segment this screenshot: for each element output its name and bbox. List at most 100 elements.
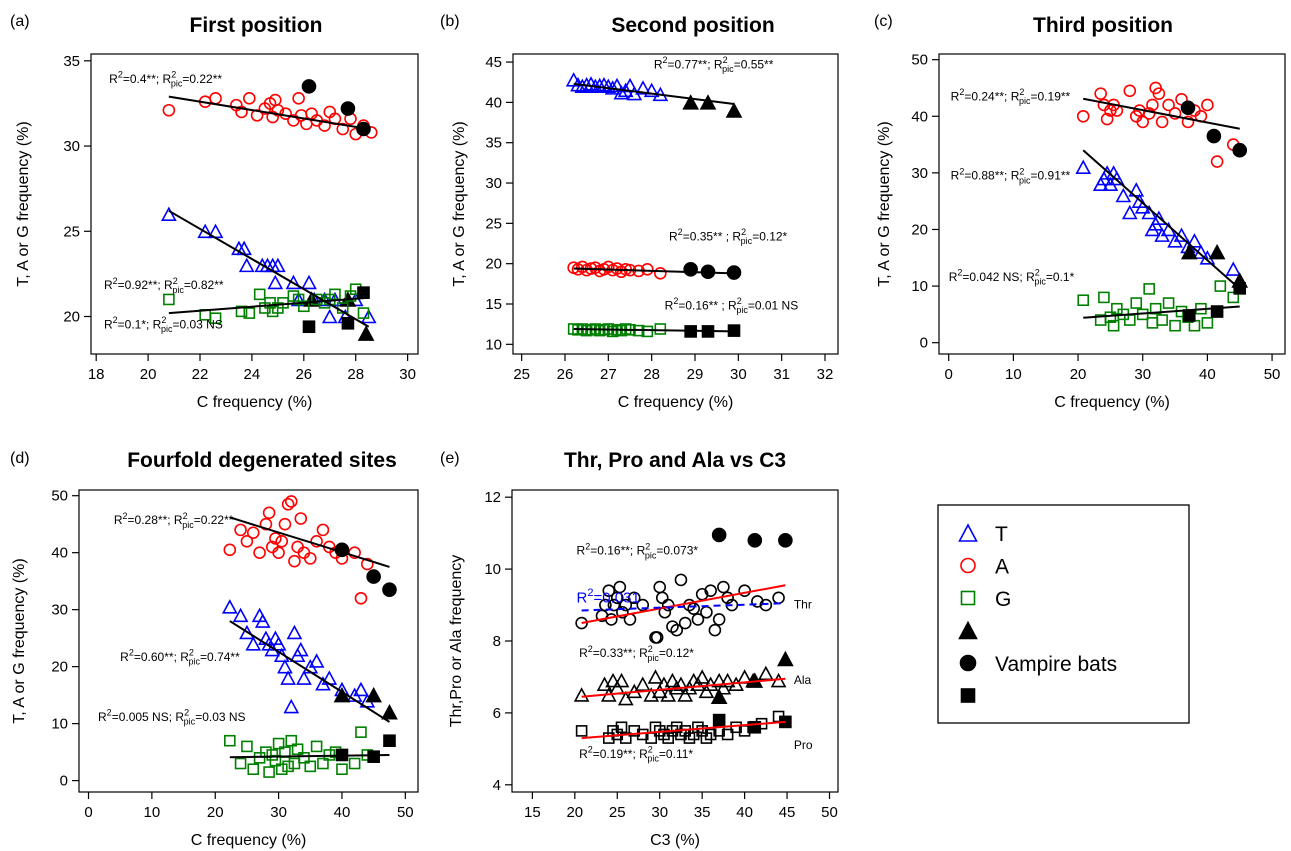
data-point [605, 672, 621, 688]
x-tick-label: 50 [1264, 366, 1281, 383]
series-triangle_filled [333, 686, 398, 720]
data-point [269, 532, 282, 545]
data-point [1181, 115, 1195, 129]
data-point [259, 517, 273, 531]
data-point [355, 726, 367, 738]
x-axis-label: C frequency (%) [191, 832, 307, 849]
y-tick-label: 30 [51, 602, 68, 619]
data-point [1180, 100, 1196, 116]
data-point [600, 78, 617, 94]
x-tick-label: 25 [609, 804, 626, 821]
data-point [246, 526, 260, 540]
y-tick-label: 10 [51, 716, 68, 733]
data-point [245, 636, 262, 651]
x-tick-label: 24 [244, 366, 261, 383]
data-point [1162, 297, 1175, 309]
x-tick-label: 45 [779, 804, 796, 821]
data-point [1104, 311, 1117, 324]
x-tick-label: 50 [397, 804, 414, 821]
y-tick-label: 20 [63, 309, 80, 326]
y-tick-label: 20 [51, 659, 68, 676]
x-tick-label: 0 [945, 366, 953, 383]
x-tick-label: 18 [88, 366, 105, 383]
data-point [1076, 109, 1090, 123]
x-tick-label: 10 [144, 804, 161, 821]
data-point [267, 274, 284, 290]
data-point [317, 757, 329, 770]
data-point [1201, 317, 1214, 329]
data-point [318, 119, 331, 132]
data-point [303, 552, 317, 565]
data-point [670, 623, 683, 637]
series-circle_filled [711, 527, 793, 548]
data-point [1180, 243, 1198, 260]
data-point [162, 103, 176, 117]
data-point [234, 757, 247, 770]
data-point [711, 672, 727, 688]
data-point [282, 760, 294, 773]
data-point [1143, 283, 1155, 295]
r2-annotation: R2=0.88**; R2 pic=0.91** [951, 166, 1071, 185]
data-point [348, 546, 361, 559]
series-triangle_filled [682, 94, 743, 118]
data-point [616, 605, 629, 619]
data-point [270, 636, 287, 651]
fit-line [581, 677, 786, 698]
y-tick-label: 12 [484, 489, 501, 506]
data-point [719, 672, 736, 688]
data-point [757, 665, 774, 681]
data-point [591, 77, 608, 93]
data-point [619, 732, 632, 744]
x-tick-label: 30 [651, 804, 668, 821]
data-point [280, 670, 296, 685]
r2-annotation: R2=0.005 NS; R2 pic=0.03 NS [98, 707, 246, 726]
y-tick-label: 15 [485, 296, 502, 313]
data-point [241, 740, 253, 753]
x-tick-label: 20 [140, 366, 157, 383]
r2-annotation: R2=0.16**; R2 pic=0.073* [577, 541, 699, 560]
series-circle [223, 495, 374, 605]
data-point [699, 94, 717, 110]
data-point [301, 79, 317, 94]
legend-label: Vampire bats [995, 653, 1117, 676]
data-point [1169, 319, 1181, 332]
data-point [647, 669, 664, 684]
data-point [596, 76, 612, 92]
data-point [197, 223, 214, 239]
data-point [336, 763, 348, 776]
y-tick-label: 6 [493, 705, 501, 722]
data-point [354, 591, 368, 605]
data-point [383, 734, 396, 748]
data-point [777, 650, 794, 667]
series-triangle [221, 599, 376, 714]
data-point [617, 690, 634, 706]
data-point [360, 308, 377, 324]
r2-annotation: R2=0.4**; R2 pic=0.22** [109, 70, 222, 89]
x-tick-label: 25 [513, 366, 530, 383]
data-point [302, 320, 316, 334]
data-point [711, 527, 727, 543]
data-point [1225, 261, 1242, 276]
data-point [1123, 84, 1137, 98]
data-point [296, 670, 312, 685]
data-point [730, 721, 742, 734]
r2-annotation: R2=0.35** ; R2 pic=0.12* [669, 227, 788, 246]
fit-line [168, 296, 369, 315]
y-tick-label: 20 [485, 256, 502, 273]
data-point [292, 641, 309, 657]
data-point [1206, 128, 1222, 144]
r2-annotation: Pro [794, 738, 813, 752]
x-axis-label: C frequency (%) [197, 394, 313, 411]
r2-annotation: R2=0.031 [577, 587, 640, 607]
data-point [288, 554, 301, 568]
data-point [636, 598, 650, 612]
x-tick-label: 20 [1070, 366, 1087, 383]
data-point [348, 757, 361, 770]
data-point [1146, 98, 1159, 112]
data-point [161, 206, 177, 222]
x-tick-label: 30 [1134, 366, 1151, 383]
panel-d: (d) Fourfold degenerated sites 0 10 20 30 40 50… [10, 449, 419, 849]
data-point [704, 728, 717, 741]
r2-annotation: R2=0.92**; R2 pic=0.82** [104, 276, 224, 295]
x-axis-label: C frequency (%) [618, 394, 734, 411]
